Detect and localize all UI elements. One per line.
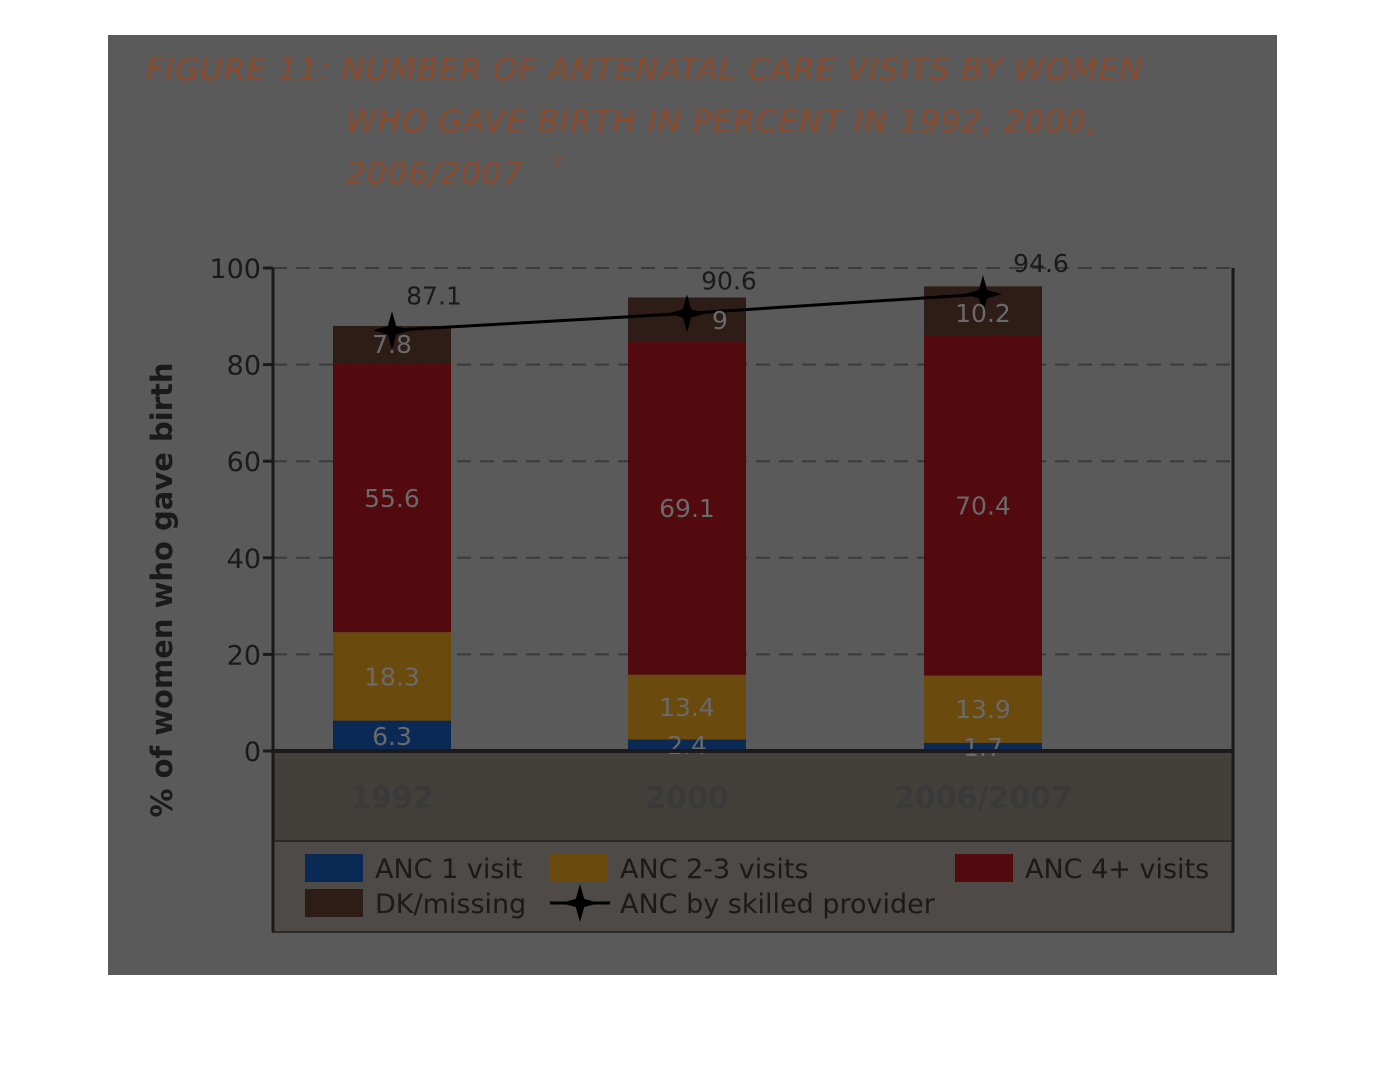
bar-anc23-0 xyxy=(333,632,451,721)
bar-anc1-1 xyxy=(628,739,746,751)
y-tick-label-100: 100 xyxy=(209,254,261,285)
bar-anc23-1 xyxy=(628,674,746,740)
segment-label-anc1-1: 2.4 xyxy=(667,731,707,760)
chart-title-line-2: WHO GAVE BIRTH IN PERCENT IN 1992, 2000, xyxy=(346,104,1097,140)
bar-anc1-2 xyxy=(924,742,1042,751)
y-tick-label-60: 60 xyxy=(227,447,261,478)
bar-anc1-0 xyxy=(333,720,451,751)
x-category-label-0: 1992 xyxy=(350,781,434,816)
line-marker-0 xyxy=(373,311,411,350)
y-tick-label-80: 80 xyxy=(227,351,261,382)
legend-swatch-0 xyxy=(305,854,363,882)
segment-label-anc23-2: 13.9 xyxy=(955,695,1011,724)
segment-label-anc1-0: 6.3 xyxy=(372,722,412,751)
legend-label-4: ANC by skilled provider xyxy=(620,889,936,920)
line-label-2: 94.6 xyxy=(1013,249,1069,278)
segment-label-anc4-2: 70.4 xyxy=(955,492,1011,521)
line-label-0: 87.1 xyxy=(406,281,462,310)
bar-anc4-2 xyxy=(924,335,1042,676)
bar-anc23-2 xyxy=(924,675,1042,743)
legend-label-0: ANC 1 visit xyxy=(375,854,523,885)
bar-anc4-1 xyxy=(628,340,746,675)
x-category-label-1: 2000 xyxy=(645,781,729,816)
legend-swatch-1 xyxy=(550,854,608,882)
legend-swatch-marker xyxy=(561,884,599,922)
y-tick-label-20: 20 xyxy=(227,640,261,671)
y-axis-label: % of women who gave birth xyxy=(145,362,179,817)
legend-box xyxy=(272,840,1234,933)
segment-label-anc4-1: 69.1 xyxy=(659,494,715,523)
segment-label-anc1-2: 1.7 xyxy=(963,733,1003,762)
category-axis-band xyxy=(273,752,1233,841)
segment-label-dk-0: 7.8 xyxy=(372,330,412,359)
legend-label-3: DK/missing xyxy=(375,889,526,920)
legend-label-2: ANC 4+ visits xyxy=(1025,854,1209,885)
chart-title-line-3: 2006/2007 xyxy=(346,156,523,192)
segment-label-dk-1: 9 xyxy=(712,306,728,335)
segment-label-anc23-0: 18.3 xyxy=(364,662,420,691)
legend-swatch-3 xyxy=(305,889,363,917)
chart-title-line-1: FIGURE 11: NUMBER OF ANTENATAL CARE VISI… xyxy=(146,52,1143,88)
chart-title-footnote: 7 xyxy=(552,153,563,172)
line-marker-2 xyxy=(964,275,1002,314)
x-category-label-2: 2006/2007 xyxy=(894,781,1072,816)
segment-label-anc4-0: 55.6 xyxy=(364,484,420,513)
segment-label-dk-2: 10.2 xyxy=(955,299,1011,328)
bar-anc4-0 xyxy=(333,363,451,633)
line-marker-1 xyxy=(668,294,706,333)
legend-label-1: ANC 2-3 visits xyxy=(620,854,809,885)
line-label-1: 90.6 xyxy=(701,266,757,295)
legend-swatch-2 xyxy=(955,854,1013,882)
segment-label-anc23-1: 13.4 xyxy=(659,693,715,722)
y-tick-label-40: 40 xyxy=(227,544,261,575)
y-tick-label-0: 0 xyxy=(244,737,261,768)
